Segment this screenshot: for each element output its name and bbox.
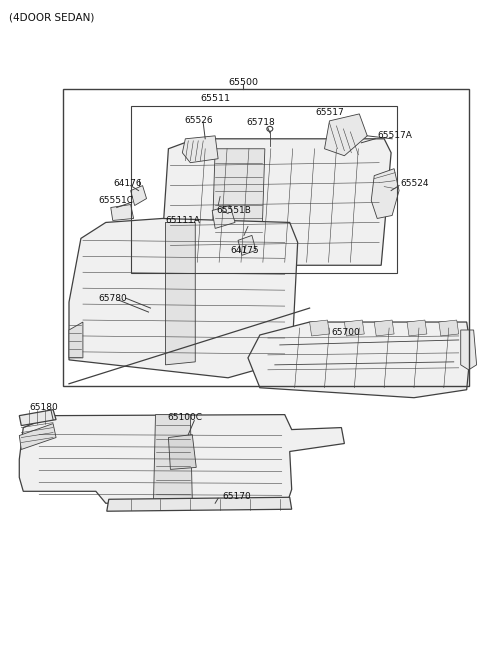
Bar: [109, 290, 123, 300]
Bar: [240, 447, 256, 459]
Text: 65551C: 65551C: [99, 196, 134, 205]
Polygon shape: [344, 320, 364, 336]
Bar: [63, 89, 468, 386]
Text: 64175: 64175: [230, 246, 259, 255]
Polygon shape: [166, 222, 195, 365]
Text: 65524: 65524: [400, 179, 429, 188]
Polygon shape: [238, 236, 256, 255]
Polygon shape: [107, 497, 292, 511]
Polygon shape: [310, 320, 329, 336]
Text: 65100C: 65100C: [168, 413, 203, 422]
Polygon shape: [69, 322, 83, 358]
Polygon shape: [162, 139, 391, 265]
Bar: [106, 262, 120, 272]
Bar: [131, 106, 397, 274]
Polygon shape: [19, 424, 56, 449]
Polygon shape: [407, 320, 427, 336]
Polygon shape: [248, 322, 471, 398]
Text: 65111A: 65111A: [166, 216, 200, 225]
Polygon shape: [324, 114, 367, 155]
Polygon shape: [168, 434, 196, 470]
Polygon shape: [374, 320, 394, 336]
Polygon shape: [19, 415, 344, 503]
Text: 65718: 65718: [246, 118, 275, 127]
Bar: [245, 290, 259, 300]
Polygon shape: [111, 205, 133, 220]
Text: 64176: 64176: [114, 179, 143, 188]
Text: 65180: 65180: [29, 403, 58, 412]
Text: 65500: 65500: [228, 77, 258, 87]
Polygon shape: [212, 205, 235, 228]
Polygon shape: [439, 320, 459, 336]
Text: 65517A: 65517A: [377, 131, 412, 140]
Polygon shape: [461, 330, 477, 370]
Polygon shape: [69, 218, 298, 378]
Text: 65526: 65526: [184, 116, 213, 125]
Text: (4DOOR SEDAN): (4DOOR SEDAN): [9, 12, 95, 22]
Bar: [240, 245, 254, 255]
Text: 65780: 65780: [99, 294, 128, 302]
Ellipse shape: [148, 281, 203, 323]
Polygon shape: [212, 149, 265, 240]
Polygon shape: [154, 415, 192, 501]
Bar: [61, 447, 81, 461]
Ellipse shape: [267, 127, 273, 131]
Polygon shape: [19, 409, 56, 426]
Bar: [242, 470, 256, 480]
Text: 65511: 65511: [200, 94, 230, 104]
Text: 65700: 65700: [332, 329, 360, 337]
Polygon shape: [371, 169, 399, 218]
Polygon shape: [131, 186, 146, 205]
Polygon shape: [182, 136, 218, 163]
Text: 65551B: 65551B: [216, 206, 251, 215]
Text: 65170: 65170: [222, 492, 251, 501]
Bar: [63, 472, 81, 483]
Text: 65517: 65517: [315, 108, 344, 117]
